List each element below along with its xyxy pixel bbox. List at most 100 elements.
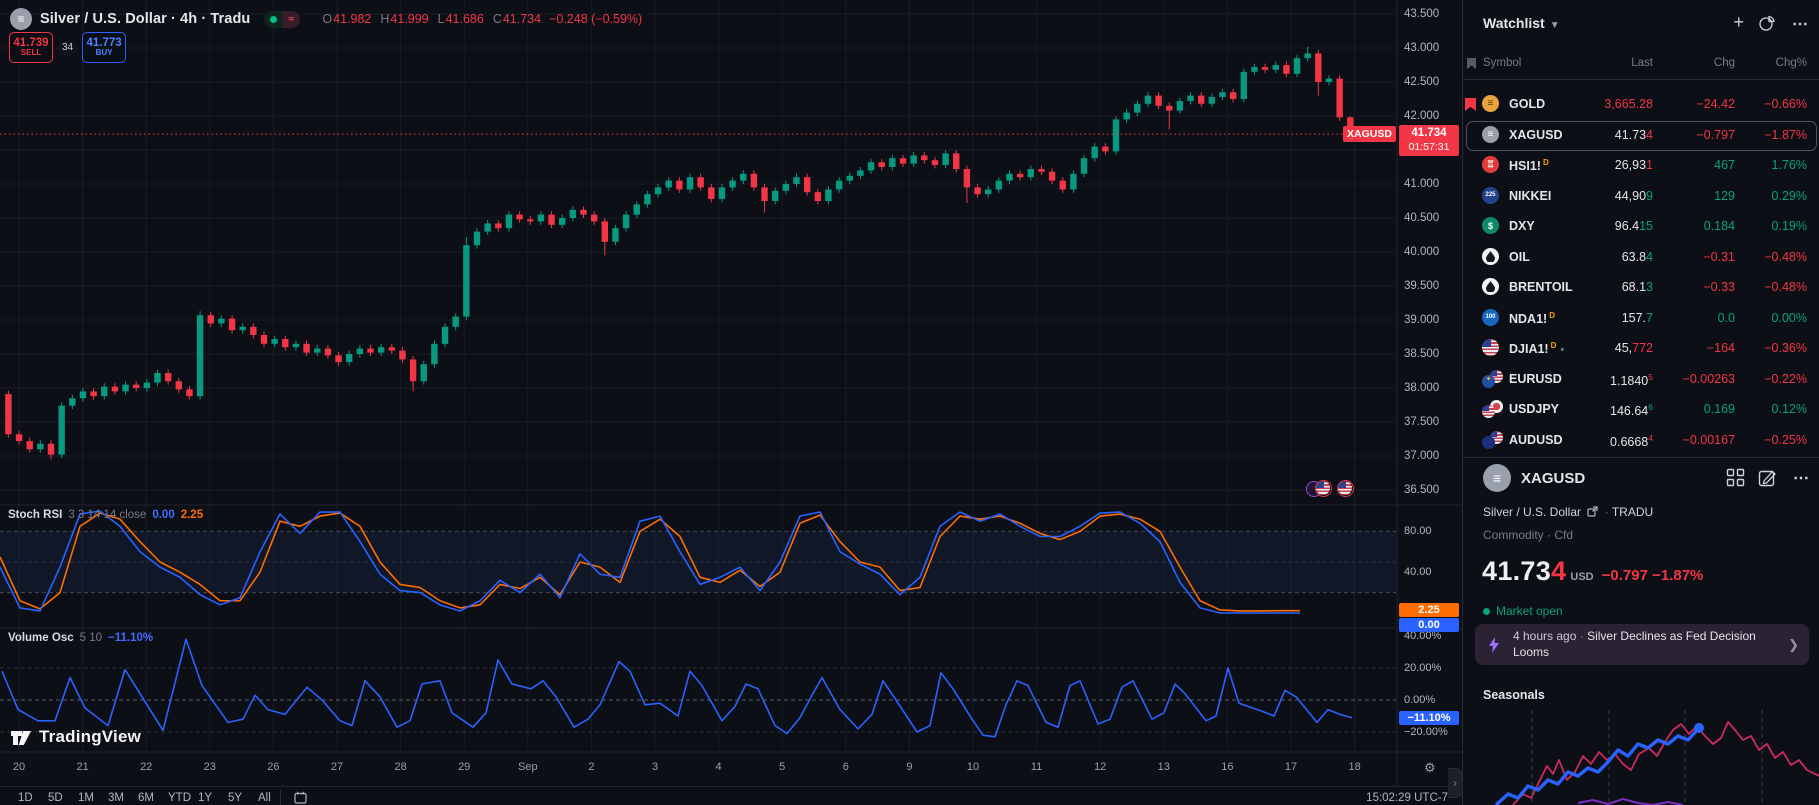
time-tick: 11: [1030, 761, 1043, 773]
edit-note-icon[interactable]: [1758, 468, 1777, 487]
volume-axis-label: 20.00%: [1404, 662, 1442, 674]
watchlist-row-oil[interactable]: OIL 63.84 −0.31 −0.48%: [1463, 243, 1819, 273]
range-3m[interactable]: 3M: [108, 792, 124, 804]
range-5d[interactable]: 5D: [48, 792, 63, 804]
range-1d[interactable]: 1D: [18, 792, 33, 804]
volume-axis-label: 0.00%: [1404, 694, 1436, 706]
watchlist-row-audusd[interactable]: AUDUSD 0.66684 −0.00167 −0.25%: [1463, 426, 1819, 456]
volume-axis-label: 40.00%: [1404, 630, 1442, 642]
sell-button[interactable]: 41.739 SELL: [9, 32, 53, 63]
col-chgp[interactable]: Chg%: [1775, 57, 1807, 69]
watchlist-row-xagusd[interactable]: ≡ XAGUSD 41.734 −0.797 −1.87%: [1463, 120, 1819, 151]
col-last[interactable]: Last: [1631, 57, 1653, 69]
price-axis-label: 37.500: [1404, 416, 1440, 428]
change-percent: −0.36%: [1764, 341, 1807, 355]
news-banner[interactable]: 4 hours ago · Silver Declines as Fed Dec…: [1475, 624, 1809, 665]
change-value: −164: [1706, 341, 1735, 355]
volume-osc-legend[interactable]: Volume Osc 5 10 −11.10%: [8, 632, 154, 644]
change-value: −0.797: [1696, 127, 1735, 142]
chevron-right-icon: ❯: [1788, 637, 1799, 652]
symbol-name: OIL: [1509, 249, 1530, 264]
change-percent: 0.29%: [1771, 188, 1807, 203]
stoch-rsi-legend[interactable]: Stoch RSI 3 3 14 14 close 0.00 2.25: [8, 509, 204, 521]
watchlist-row-brentoil[interactable]: BRENTOIL 68.13 −0.33 −0.48%: [1463, 273, 1819, 303]
price-axis-label: 36.500: [1404, 484, 1440, 496]
watchlist-column-headers[interactable]: Symbol Last Chg Chg%: [1463, 53, 1819, 77]
market-status-pill[interactable]: ≈: [264, 10, 301, 28]
layout-grid-icon[interactable]: [1726, 468, 1745, 487]
range-ytd[interactable]: YTD: [168, 792, 191, 804]
symbol-name: NIKKEI: [1509, 188, 1552, 203]
dxy-icon: $: [1482, 217, 1506, 235]
change-percent: −0.66%: [1764, 97, 1807, 111]
buy-button[interactable]: 41.773 BUY: [82, 32, 127, 63]
flagged-icon[interactable]: [1465, 98, 1476, 111]
time-tick: 26: [267, 761, 280, 773]
ohlc-h: H41.999: [380, 12, 429, 26]
last-price: 3,665.28: [1604, 97, 1653, 111]
change-percent: 0.00%: [1771, 310, 1807, 325]
watchlist-row-usdjpy[interactable]: USDJPY 146.646 0.169 0.12%: [1463, 395, 1819, 425]
watchlist-row-dxy[interactable]: $ DXY 96.415 0.184 0.19%: [1463, 212, 1819, 242]
col-symbol[interactable]: Symbol: [1483, 57, 1522, 69]
symbol-name: AUDUSD: [1509, 432, 1563, 447]
range-6m[interactable]: 6M: [138, 792, 154, 804]
collapse-sidebar-handle[interactable]: ›: [1448, 768, 1463, 798]
market-status: Market open: [1483, 604, 1563, 618]
go-to-date-calendar-icon[interactable]: [294, 791, 307, 804]
time-tick: 6: [842, 761, 849, 773]
change-value: 129: [1714, 188, 1735, 203]
last-price: 26,931: [1614, 158, 1653, 172]
watchlist-panel: Watchlist ▼ + ⋯ Symbol Last Chg Chg% ≡ GOL…: [1462, 0, 1819, 805]
seasonals-title: Seasonals: [1483, 688, 1545, 702]
watchlist-row-djia1[interactable]: DJIA1! D • 45,772 −164 −0.36%: [1463, 334, 1819, 364]
symbol-name: DJIA1! D •: [1509, 341, 1565, 357]
change-value: −24.42: [1696, 97, 1735, 111]
range-5y[interactable]: 5Y: [228, 792, 243, 804]
change-value: 0.184: [1703, 219, 1735, 233]
silver-icon: ≡: [1482, 125, 1506, 144]
time-axis[interactable]: 20 21 22 23 26 27 28 29 Sep 2 3 4 5 6 9 10 11 12 13 16 17 18: [0, 752, 1397, 786]
price-axis-label: 37.000: [1404, 450, 1440, 462]
time-tick: 18: [1348, 761, 1361, 773]
col-chg[interactable]: Chg: [1713, 57, 1735, 69]
spread-value: 34: [59, 41, 77, 54]
time-tick: 5: [779, 761, 786, 773]
price-chart[interactable]: [0, 0, 1462, 786]
more-options-icon[interactable]: ⋯: [1792, 16, 1808, 33]
last-price: 157.7: [1621, 310, 1653, 325]
price-axis-label: 40.500: [1404, 212, 1440, 224]
sector-view-icon[interactable]: [1758, 14, 1776, 32]
symbol-name: BRENTOIL: [1509, 280, 1573, 294]
market-open-dot-icon: [264, 10, 283, 28]
detail-more-options-icon[interactable]: ⋯: [1793, 470, 1809, 487]
add-symbol-button[interactable]: +: [1733, 12, 1744, 32]
watchlist-row-hsi1[interactable]: ♖ HSI1! D 26,931 467 1.76%: [1463, 151, 1819, 181]
watchlist-row-nda1[interactable]: 100 NDA1! D 157.7 0.0 0.00%: [1463, 304, 1819, 334]
range-all[interactable]: All: [258, 792, 271, 804]
nda-icon: 100: [1482, 308, 1506, 327]
watchlist-row-gold[interactable]: ≡ GOLD 3,665.28 −24.42 −0.66%: [1463, 90, 1819, 120]
date-range-toolbar: 15:02:29 UTC-7 1D 5D 1M 3M 6M YTD 1Y 5Y All: [0, 787, 1462, 805]
session-clock[interactable]: 15:02:29 UTC-7: [1366, 792, 1448, 804]
range-1y[interactable]: 1Y: [198, 792, 213, 804]
watchlist-title-menu[interactable]: Watchlist ▼: [1483, 15, 1560, 31]
time-tick: 21: [76, 761, 89, 773]
us-jp-flags-icon: [1482, 400, 1506, 418]
stoch-axis-label: 80.00: [1404, 525, 1432, 538]
time-tick: Sep: [518, 761, 538, 773]
time-tick: 12: [1094, 761, 1107, 773]
chart-pane: ≡ Silver / U.S. Dollar · 4h · Tradu ≈ O4…: [0, 0, 1463, 805]
watchlist-row-eurusd[interactable]: ✦ EURUSD 1.18405 −0.00263 −0.22%: [1463, 365, 1819, 395]
axis-settings-gear-icon[interactable]: ⚙: [1424, 760, 1436, 775]
detail-symbol-link[interactable]: Silver / U.S. Dollar · TRADU: [1483, 505, 1654, 519]
seasonals-chart[interactable]: [1463, 710, 1819, 805]
symbol-title-button[interactable]: Silver / U.S. Dollar · 4h · Tradu: [40, 11, 251, 27]
watchlist-row-nikkei[interactable]: 225 NIKKEI 44,909 129 0.29%: [1463, 182, 1819, 212]
flag-column-icon: [1467, 58, 1476, 69]
price-axis-label: 40.000: [1404, 246, 1440, 258]
nikkei-icon: 225: [1482, 186, 1506, 205]
time-tick: 10: [966, 761, 980, 773]
range-1m[interactable]: 1M: [78, 792, 94, 804]
